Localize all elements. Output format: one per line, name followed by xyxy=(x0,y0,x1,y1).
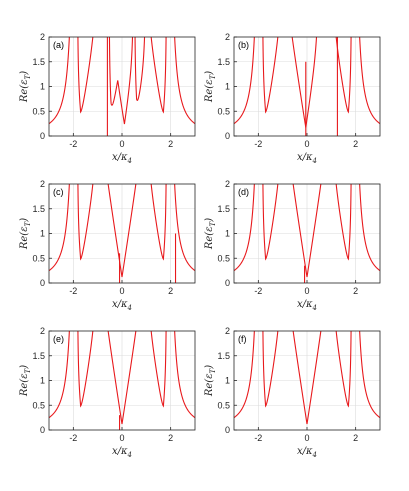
x-tick-label: 0 xyxy=(119,139,124,149)
y-tick-label: 0 xyxy=(40,278,45,288)
x-tick-label: -2 xyxy=(254,433,262,443)
x-axis-label-sub: 4 xyxy=(312,451,317,459)
series-line xyxy=(49,331,195,425)
x-axis-label-sub: 4 xyxy=(312,157,317,165)
y-tick-label: 0.5 xyxy=(217,400,230,410)
y-tick-label: 2 xyxy=(40,32,45,42)
y-axis-label: Re(εT) xyxy=(19,365,32,397)
y-axis-label: Re(εT) xyxy=(19,71,32,103)
panel-c: -2 0 2 0 0.5 1 1.5 2 (c) x/κ4 Re(εT) xyxy=(19,179,196,312)
y-axis-label: Re(εT) xyxy=(204,218,217,250)
x-tick-label: 0 xyxy=(304,139,309,149)
y-axis-label-sub: T xyxy=(209,73,217,79)
y-axis-label-end: ) xyxy=(204,218,215,223)
x-tick-label: -2 xyxy=(69,139,77,149)
y-axis-label-sub: T xyxy=(209,220,217,226)
series-line xyxy=(234,331,380,425)
x-tick-label: 0 xyxy=(304,433,309,443)
x-tick-label: -2 xyxy=(69,433,77,443)
panel-f: -2 0 2 0 0.5 1 1.5 2 (f) x/κ4 Re(εT) xyxy=(204,326,381,459)
x-axis-label: x/κ4 xyxy=(112,299,132,312)
x-axis-label-sub: 4 xyxy=(127,157,132,165)
x-axis-label: x/κ4 xyxy=(297,446,317,459)
x-axis-label-sub: 4 xyxy=(127,451,132,459)
x-tick-label: 0 xyxy=(119,286,124,296)
x-tick-label: 2 xyxy=(353,139,358,149)
y-tick-label: 2 xyxy=(225,326,230,336)
y-tick-label: 0.5 xyxy=(32,400,45,410)
y-tick-label: 1 xyxy=(225,82,230,92)
y-axis-label: Re(εT) xyxy=(204,365,217,397)
y-tick-label: 1 xyxy=(40,376,45,386)
x-tick-label: 2 xyxy=(168,433,173,443)
x-tick-label: -2 xyxy=(254,139,262,149)
y-axis-label-end: ) xyxy=(19,218,30,223)
panel-label: (f) xyxy=(238,334,247,344)
series-line xyxy=(234,37,380,128)
y-axis-label: Re(εT) xyxy=(204,71,217,103)
y-tick-label: 0.5 xyxy=(217,106,230,116)
y-axis-label-end: ) xyxy=(19,71,30,76)
panel-e: -2 0 2 0 0.5 1 1.5 2 (e) x/κ4 Re(εT) xyxy=(19,326,196,459)
panel-b: -2 0 2 0 0.5 1 1.5 2 (b) x/κ4 Re(εT) xyxy=(204,32,381,165)
panel-d: -2 0 2 0 0.5 1 1.5 2 (d) x/κ4 Re(εT) xyxy=(204,179,381,312)
y-tick-label: 2 xyxy=(40,326,45,336)
y-tick-label: 1 xyxy=(40,229,45,239)
y-tick-label: 1.5 xyxy=(32,351,45,361)
y-tick-label: 2 xyxy=(225,32,230,42)
y-tick-label: 1.5 xyxy=(32,204,45,214)
y-tick-label: 0 xyxy=(225,131,230,141)
x-axis-label: x/κ4 xyxy=(297,152,317,165)
series-line xyxy=(49,37,195,125)
series-line xyxy=(234,184,380,278)
x-tick-label: 2 xyxy=(168,139,173,149)
x-tick-label: 2 xyxy=(353,286,358,296)
x-tick-label: -2 xyxy=(69,286,77,296)
y-tick-label: 0 xyxy=(225,278,230,288)
y-axis-label-sub: T xyxy=(209,367,217,373)
y-axis-label-sub: T xyxy=(24,367,32,373)
panel-label: (b) xyxy=(238,40,249,50)
x-tick-label: 2 xyxy=(353,433,358,443)
panel-label: (a) xyxy=(53,40,64,50)
y-axis-label: Re(εT) xyxy=(19,218,32,250)
x-tick-label: 0 xyxy=(304,286,309,296)
x-tick-label: -2 xyxy=(254,286,262,296)
y-axis-label-sub: T xyxy=(24,220,32,226)
y-tick-label: 0.5 xyxy=(32,106,45,116)
y-tick-label: 0 xyxy=(40,131,45,141)
y-axis-label-end: ) xyxy=(204,365,215,370)
x-axis-label-sub: 4 xyxy=(127,304,132,312)
x-axis-label-sub: 4 xyxy=(312,304,317,312)
y-axis-label-end: ) xyxy=(19,365,30,370)
series-line xyxy=(49,184,195,278)
panel-label: (d) xyxy=(238,187,249,197)
y-tick-label: 0.5 xyxy=(32,253,45,263)
y-tick-label: 1.5 xyxy=(32,57,45,67)
x-axis-label: x/κ4 xyxy=(112,152,132,165)
y-tick-label: 0 xyxy=(225,425,230,435)
panel-a: -2 0 2 0 0.5 1 1.5 2 (a) x/κ4 Re(εT) xyxy=(19,32,196,165)
y-tick-label: 2 xyxy=(225,179,230,189)
panel-label: (c) xyxy=(53,187,64,197)
y-tick-label: 1 xyxy=(225,376,230,386)
y-tick-label: 0.5 xyxy=(217,253,230,263)
y-tick-label: 2 xyxy=(40,179,45,189)
y-tick-label: 1 xyxy=(40,82,45,92)
x-tick-label: 2 xyxy=(168,286,173,296)
y-tick-label: 1.5 xyxy=(217,351,230,361)
x-axis-label: x/κ4 xyxy=(297,299,317,312)
y-tick-label: 1.5 xyxy=(217,204,230,214)
x-tick-label: 0 xyxy=(119,433,124,443)
y-tick-label: 1 xyxy=(225,229,230,239)
y-tick-label: 0 xyxy=(40,425,45,435)
y-axis-label-end: ) xyxy=(204,71,215,76)
panel-label: (e) xyxy=(53,334,64,344)
x-axis-label: x/κ4 xyxy=(112,446,132,459)
y-tick-label: 1.5 xyxy=(217,57,230,67)
y-axis-label-sub: T xyxy=(24,73,32,79)
